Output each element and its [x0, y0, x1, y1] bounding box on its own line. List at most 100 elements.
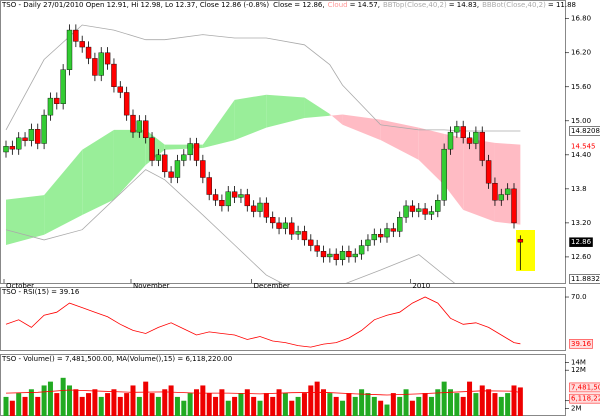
candle-body	[454, 126, 460, 133]
volume-bar	[251, 396, 257, 416]
volume-bar	[60, 377, 66, 416]
candle-body	[187, 143, 193, 156]
candle-body	[409, 205, 416, 212]
volume-bar	[327, 393, 333, 416]
candle-body	[320, 251, 327, 258]
volume-ma	[5, 389, 521, 396]
y-tick-label: 12.60	[571, 253, 591, 261]
candle-body	[517, 239, 524, 243]
rsi-panel	[0, 287, 566, 351]
value-label: 14.8208	[571, 127, 600, 135]
volume-bar	[346, 393, 352, 416]
volume-bar	[428, 396, 434, 416]
candle-body	[28, 129, 35, 141]
cloud	[202, 99, 235, 149]
volume-bar	[352, 396, 358, 416]
volume-bar	[41, 385, 47, 416]
candle-body	[219, 199, 225, 207]
volume-bar	[238, 393, 244, 416]
candle-body	[314, 245, 320, 252]
volume-bar	[54, 393, 60, 416]
volume-bar	[194, 389, 199, 416]
candle-body	[498, 194, 504, 201]
volume-bar	[289, 400, 295, 416]
label-box	[569, 339, 593, 349]
volume-bar	[187, 393, 193, 416]
volume-bar	[149, 393, 155, 416]
volume-bar	[371, 396, 377, 416]
volume-bar	[435, 389, 441, 416]
candle-body	[9, 146, 16, 150]
candle-body	[511, 188, 517, 224]
volume-bar	[174, 396, 180, 416]
volume-bar	[124, 393, 130, 416]
candle-body	[111, 63, 117, 87]
candle-body	[123, 92, 130, 116]
candle-body	[104, 52, 111, 65]
value-label: 14.545	[571, 143, 596, 151]
candle-body	[346, 251, 352, 258]
volume-bar	[454, 393, 460, 416]
cloud	[113, 129, 146, 200]
volume-bar	[295, 396, 301, 416]
volume-bar	[200, 385, 206, 416]
candle-body	[174, 160, 181, 178]
volume-bar	[517, 387, 523, 416]
cloud	[444, 133, 464, 210]
candle-body	[79, 41, 85, 48]
volume-bar	[378, 400, 384, 416]
legend-name: BBTop(Close,40,2)	[383, 1, 447, 9]
rsi-line	[5, 296, 521, 348]
volume-bar	[111, 389, 117, 416]
volume-bar	[473, 393, 479, 416]
candle-body	[149, 137, 155, 161]
volume-bar	[390, 393, 396, 416]
candle-body	[289, 222, 295, 235]
cloud	[44, 149, 83, 235]
legend-value: = 12.86,	[294, 1, 324, 9]
candle-body	[504, 188, 511, 195]
candle-body	[428, 211, 435, 215]
cloud	[266, 94, 305, 128]
candle-body	[155, 154, 162, 161]
candle-body	[339, 251, 346, 260]
volume-bar	[486, 389, 492, 416]
volume-bar	[448, 389, 453, 416]
volume-bar	[257, 400, 263, 416]
candle-body	[35, 129, 41, 144]
main-panel	[0, 0, 566, 284]
candle-body	[301, 231, 308, 241]
volume-bar	[162, 389, 168, 416]
label-box	[569, 393, 600, 404]
cloud	[145, 129, 165, 166]
candle-body	[492, 182, 498, 201]
candle-body	[479, 131, 485, 161]
candle-body	[270, 217, 276, 224]
volume-bar	[270, 396, 276, 416]
candle-body	[250, 205, 257, 212]
candle-body	[473, 131, 479, 144]
candle-body	[3, 146, 9, 153]
candle-body	[485, 160, 492, 184]
cloud	[234, 94, 267, 141]
candle-body	[98, 52, 104, 76]
volume-bar	[168, 385, 174, 416]
volume-bar	[384, 404, 390, 416]
volume-bar	[47, 381, 53, 416]
candle-body	[193, 143, 200, 161]
volume-bar	[505, 393, 511, 416]
volume-bar	[117, 396, 123, 416]
volume-bar	[314, 381, 320, 416]
volume-bar	[460, 396, 466, 416]
volume-bar	[244, 389, 250, 416]
candle-body	[136, 120, 143, 133]
candle-body	[276, 222, 282, 229]
candle-body	[358, 245, 365, 255]
candle-body	[257, 202, 263, 212]
volume-bar	[155, 396, 161, 416]
candle-body	[212, 194, 219, 201]
x-tick-label: November	[133, 282, 170, 290]
y-tick-label: 13.20	[571, 219, 591, 227]
candle-body	[365, 239, 371, 246]
